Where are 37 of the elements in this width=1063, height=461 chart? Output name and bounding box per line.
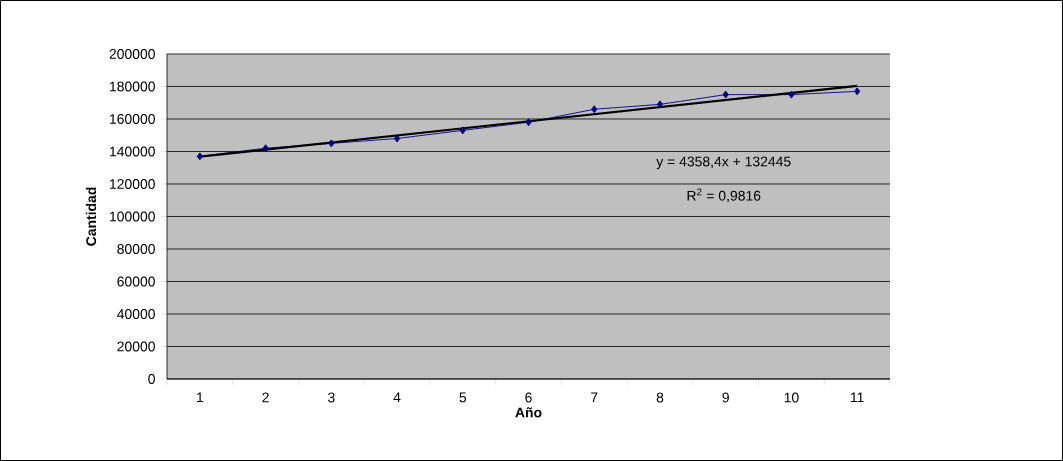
- x-tick-label: 1: [197, 392, 204, 403]
- y-tick-label: 100000: [110, 211, 155, 222]
- y-tick-label: 160000: [110, 114, 155, 124]
- y-tick-label: 180000: [110, 81, 155, 92]
- point: [525, 118, 532, 127]
- x-tick-label: 7: [591, 392, 598, 403]
- point: [722, 90, 729, 99]
- y-tick-label: 80000: [117, 244, 155, 254]
- point: [196, 152, 203, 161]
- annotation: R$^{2}$ = 0,9816: [687, 188, 761, 203]
- y-tick-label: 200000: [109, 49, 155, 59]
- x-tick-label: 5: [459, 392, 467, 403]
- x-tick-label: 6: [525, 392, 532, 403]
- y-tick-label: 0: [148, 374, 155, 384]
- y-tick-label: 140000: [110, 146, 155, 157]
- point: [393, 134, 401, 143]
- x-tick-label: 11: [850, 392, 864, 403]
- y-axis-title: Cantidad: [85, 187, 97, 246]
- point: [788, 90, 795, 99]
- y-tick-label: 60000: [117, 276, 155, 287]
- point: [262, 144, 269, 153]
- x-axis-title: Año: [515, 407, 542, 418]
- y-tick-label: 20000: [117, 341, 155, 352]
- x-tick-label: 8: [656, 392, 664, 403]
- x-tick-label: 3: [327, 392, 335, 403]
- x-tick-label: 4: [393, 392, 401, 403]
- x-tick-label: 2: [262, 392, 269, 403]
- point: [656, 100, 664, 109]
- point: [591, 105, 598, 114]
- point: [328, 139, 335, 148]
- x-tick-label: 9: [722, 392, 729, 403]
- annotation: y = 4358,4x + 132445: [656, 156, 791, 170]
- point: [459, 126, 466, 135]
- y-tick-label: 120000: [110, 179, 155, 189]
- point: [854, 87, 861, 96]
- y-tick-label: 40000: [117, 309, 155, 319]
- x-tick-label: 10: [784, 392, 799, 403]
